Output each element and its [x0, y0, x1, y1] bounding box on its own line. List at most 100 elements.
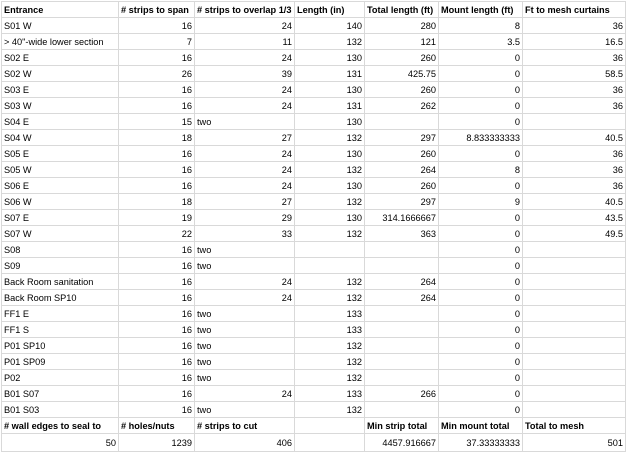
cell[interactable]: 0 — [438, 241, 523, 258]
cell[interactable]: S06 W — [1, 193, 119, 210]
cell[interactable]: 132 — [294, 33, 365, 50]
cell[interactable]: Ft to mesh curtains — [522, 1, 626, 18]
cell[interactable]: 0 — [438, 337, 523, 354]
cell[interactable]: 1239 — [118, 433, 195, 452]
cell[interactable] — [522, 289, 626, 306]
cell[interactable]: 24 — [194, 145, 295, 162]
cell[interactable]: Total length (ft) — [364, 1, 439, 18]
cell[interactable]: 36 — [522, 177, 626, 194]
cell[interactable]: 16 — [118, 49, 195, 66]
cell[interactable]: 40.5 — [522, 129, 626, 146]
cell[interactable]: 133 — [294, 321, 365, 338]
cell[interactable]: 8.833333333 — [438, 129, 523, 146]
cell[interactable]: 27 — [194, 129, 295, 146]
cell[interactable]: 406 — [194, 433, 295, 452]
cell[interactable]: # strips to cut — [194, 417, 295, 434]
cell[interactable]: 24 — [194, 385, 295, 402]
cell[interactable] — [522, 113, 626, 130]
cell[interactable] — [522, 241, 626, 258]
cell[interactable]: 425.75 — [364, 65, 439, 82]
cell[interactable] — [364, 337, 439, 354]
cell[interactable]: 0 — [438, 209, 523, 226]
cell[interactable]: 0 — [438, 49, 523, 66]
cell[interactable]: Mount length (ft) — [438, 1, 523, 18]
cell[interactable]: two — [194, 337, 295, 354]
cell[interactable]: 16 — [118, 353, 195, 370]
cell[interactable]: S03 E — [1, 81, 119, 98]
cell[interactable]: two — [194, 353, 295, 370]
cell[interactable]: 24 — [194, 49, 295, 66]
cell[interactable]: 130 — [294, 177, 365, 194]
cell[interactable]: 16 — [118, 17, 195, 34]
cell[interactable]: 132 — [294, 161, 365, 178]
cell[interactable]: 0 — [438, 321, 523, 338]
cell[interactable]: 264 — [364, 289, 439, 306]
cell[interactable]: two — [194, 241, 295, 258]
cell[interactable]: S07 E — [1, 209, 119, 226]
cell[interactable]: 0 — [438, 305, 523, 322]
cell[interactable]: 0 — [438, 289, 523, 306]
cell[interactable]: Back Room SP10 — [1, 289, 119, 306]
cell[interactable]: 280 — [364, 17, 439, 34]
cell[interactable]: two — [194, 305, 295, 322]
cell[interactable]: 11 — [194, 33, 295, 50]
cell[interactable]: 121 — [364, 33, 439, 50]
cell[interactable]: 130 — [294, 113, 365, 130]
cell[interactable]: 0 — [438, 353, 523, 370]
cell[interactable]: 16 — [118, 305, 195, 322]
cell[interactable]: 132 — [294, 353, 365, 370]
cell[interactable]: 40.5 — [522, 193, 626, 210]
cell[interactable]: 49.5 — [522, 225, 626, 242]
cell[interactable]: # holes/nuts — [118, 417, 195, 434]
cell[interactable]: 260 — [364, 49, 439, 66]
cell[interactable]: 7 — [118, 33, 195, 50]
cell[interactable]: 36 — [522, 145, 626, 162]
cell[interactable]: 314.1666667 — [364, 209, 439, 226]
cell[interactable]: 43.5 — [522, 209, 626, 226]
cell[interactable]: # strips to span — [118, 1, 195, 18]
cell[interactable] — [522, 305, 626, 322]
cell[interactable] — [294, 257, 365, 274]
cell[interactable]: Length (in) — [294, 1, 365, 18]
cell[interactable]: 130 — [294, 209, 365, 226]
cell[interactable]: 132 — [294, 273, 365, 290]
cell[interactable]: 16 — [118, 273, 195, 290]
cell[interactable]: 3.5 — [438, 33, 523, 50]
cell[interactable]: 264 — [364, 161, 439, 178]
cell[interactable]: Entrance — [1, 1, 119, 18]
cell[interactable]: 16 — [118, 337, 195, 354]
cell[interactable] — [364, 113, 439, 130]
cell[interactable]: 132 — [294, 337, 365, 354]
cell[interactable]: 0 — [438, 97, 523, 114]
cell[interactable] — [522, 273, 626, 290]
cell[interactable]: Total to mesh — [522, 417, 626, 434]
cell[interactable]: two — [194, 321, 295, 338]
cell[interactable]: 0 — [438, 225, 523, 242]
cell[interactable]: Back Room sanitation — [1, 273, 119, 290]
cell[interactable]: # wall edges to seal to — [1, 417, 119, 434]
cell[interactable]: 24 — [194, 289, 295, 306]
cell[interactable]: S06 E — [1, 177, 119, 194]
cell[interactable]: 0 — [438, 257, 523, 274]
cell[interactable]: 131 — [294, 97, 365, 114]
cell[interactable]: S05 E — [1, 145, 119, 162]
cell[interactable]: 0 — [438, 385, 523, 402]
cell[interactable]: 24 — [194, 81, 295, 98]
cell[interactable]: 36 — [522, 17, 626, 34]
cell[interactable] — [522, 369, 626, 386]
cell[interactable]: 8 — [438, 17, 523, 34]
cell[interactable]: 4457.916667 — [364, 433, 439, 452]
cell[interactable]: 36 — [522, 49, 626, 66]
cell[interactable] — [294, 241, 365, 258]
cell[interactable]: S02 E — [1, 49, 119, 66]
cell[interactable]: 260 — [364, 177, 439, 194]
cell[interactable]: 133 — [294, 385, 365, 402]
cell[interactable]: 130 — [294, 49, 365, 66]
cell[interactable]: 24 — [194, 97, 295, 114]
cell[interactable]: 0 — [438, 145, 523, 162]
cell[interactable]: P01 SP10 — [1, 337, 119, 354]
cell[interactable] — [522, 257, 626, 274]
cell[interactable]: 8 — [438, 161, 523, 178]
cell[interactable]: 19 — [118, 209, 195, 226]
cell[interactable]: S04 W — [1, 129, 119, 146]
